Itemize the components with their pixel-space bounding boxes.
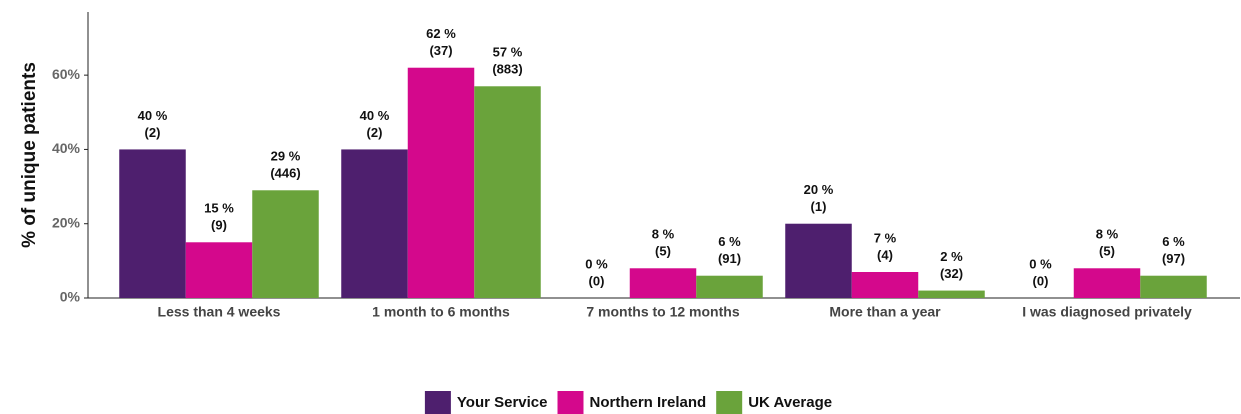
data-label: 62 %: [426, 26, 456, 41]
bar: [785, 223, 852, 298]
bar: [629, 268, 697, 298]
y-tick-label: 60%: [52, 66, 81, 82]
bar: [341, 149, 408, 298]
x-tick-label: 1 month to 6 months: [372, 304, 510, 320]
data-label: 7 %: [874, 230, 897, 245]
y-tick-label: 0%: [60, 289, 81, 305]
count-label: (883): [492, 62, 522, 77]
x-tick-label: I was diagnosed privately: [1022, 304, 1192, 320]
bar: [185, 242, 253, 298]
y-tick-label: 40%: [52, 140, 81, 156]
bar: [1140, 275, 1207, 298]
x-tick-label: More than a year: [829, 304, 941, 320]
data-label: 57 %: [493, 45, 523, 60]
count-label: (5): [1099, 244, 1115, 259]
x-tick-label: 7 months to 12 months: [586, 304, 739, 320]
bar: [119, 149, 186, 298]
bar: [696, 275, 763, 298]
data-label: 40 %: [138, 108, 168, 123]
bar: [252, 190, 319, 298]
count-label: (4): [877, 247, 893, 262]
data-label: 0 %: [585, 256, 608, 271]
data-label: 6 %: [718, 234, 741, 249]
y-tick-label: 20%: [52, 214, 81, 230]
count-label: (5): [655, 244, 671, 259]
data-label: 15 %: [204, 201, 234, 216]
bar: [918, 290, 985, 298]
data-label: 29 %: [271, 149, 301, 164]
count-label: (2): [145, 125, 161, 140]
count-label: (1): [811, 199, 827, 214]
data-label: 0 %: [1029, 256, 1052, 271]
data-label: 2 %: [940, 249, 963, 264]
count-label: (32): [940, 266, 963, 281]
legend-label: UK Average: [748, 394, 832, 411]
data-label: 40 %: [360, 108, 390, 123]
bar: [407, 67, 475, 298]
data-label: 8 %: [1096, 227, 1119, 242]
legend-label: Your Service: [457, 394, 548, 411]
bar: [1073, 268, 1141, 298]
count-label: (0): [589, 273, 605, 288]
data-label: 6 %: [1162, 234, 1185, 249]
data-label: 8 %: [652, 227, 675, 242]
count-label: (37): [429, 43, 452, 58]
legend-label: Northern Ireland: [590, 394, 707, 411]
x-tick-label: Less than 4 weeks: [158, 304, 281, 320]
bar: [474, 86, 541, 299]
count-label: (9): [211, 218, 227, 233]
legend-swatch: [716, 391, 743, 414]
count-label: (0): [1033, 273, 1049, 288]
bar: [851, 272, 919, 298]
count-label: (446): [270, 166, 300, 181]
legend-swatch: [557, 391, 584, 414]
count-label: (91): [718, 251, 741, 266]
y-axis-label: % of unique patients: [19, 62, 40, 248]
legend-swatch: [424, 391, 451, 414]
count-label: (97): [1162, 251, 1185, 266]
count-label: (2): [367, 125, 383, 140]
data-label: 20 %: [804, 182, 834, 197]
